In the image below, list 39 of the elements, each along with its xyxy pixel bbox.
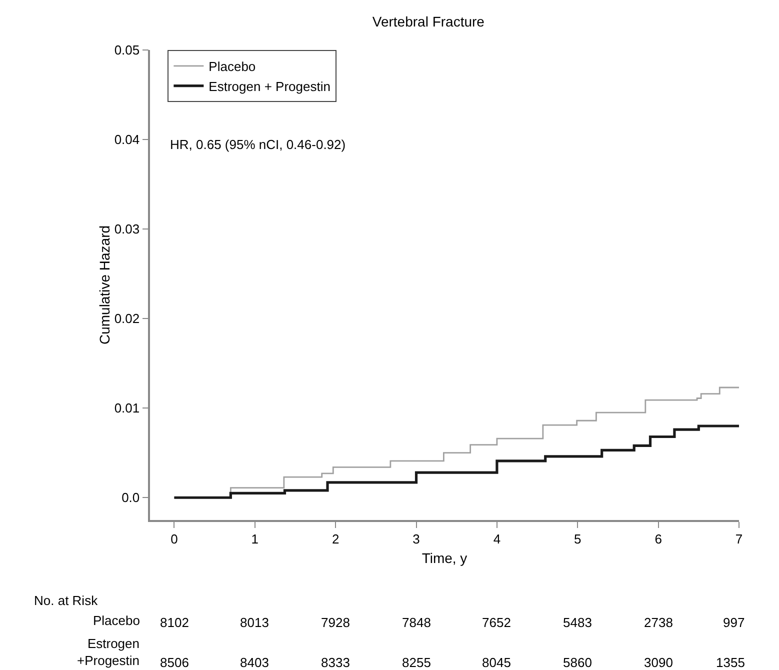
x-tick-label: 3 xyxy=(412,531,420,546)
y-tick-label: 0.01 xyxy=(114,400,140,416)
text: 5483 xyxy=(563,615,592,630)
x-tick-label: 5 xyxy=(574,531,582,546)
text: 7652 xyxy=(482,615,511,630)
text: 8333 xyxy=(321,655,350,670)
legend-label: Placebo xyxy=(208,59,256,74)
x-axis-title: Time, y xyxy=(422,550,468,566)
text: 7928 xyxy=(321,615,350,630)
x-tick-label: 6 xyxy=(654,531,662,546)
text: 8102 xyxy=(160,615,189,630)
annotation: HR, 0.65 (95% nCI, 0.46-0.92) xyxy=(170,137,346,152)
text: 8255 xyxy=(402,655,431,670)
y-axis-title: Cumulative Hazard xyxy=(96,225,112,345)
text: Placebo xyxy=(93,613,140,628)
x-tick-label: 7 xyxy=(735,531,743,546)
text: 3090 xyxy=(644,655,673,670)
text: 997 xyxy=(723,615,745,630)
y-tick-label: 0.02 xyxy=(114,311,140,326)
legend-label: Estrogen + Progestin xyxy=(208,78,330,94)
text: 1355 xyxy=(716,655,745,670)
text: Estrogen +Progestin xyxy=(77,636,140,668)
y-tick-label: 0.05 xyxy=(114,42,140,58)
y-tick-label: 0.0 xyxy=(122,490,140,506)
text: 5860 xyxy=(563,655,592,670)
y-tick-label: 0.03 xyxy=(114,222,140,237)
y-tick-label: 0.04 xyxy=(114,132,140,148)
x-tick-label: 4 xyxy=(493,531,501,546)
x-tick-label: 1 xyxy=(251,531,259,546)
text: 7848 xyxy=(402,615,431,630)
text: 8013 xyxy=(240,615,269,630)
text: 8506 xyxy=(160,655,189,670)
text: 2738 xyxy=(644,615,673,630)
text: 8403 xyxy=(240,655,269,670)
x-tick-label: 0 xyxy=(170,531,178,546)
text: 8045 xyxy=(482,655,511,670)
text: No. at Risk xyxy=(34,593,98,608)
x-tick-label: 2 xyxy=(332,531,340,546)
chart-title: Vertebral Fracture xyxy=(372,14,485,30)
